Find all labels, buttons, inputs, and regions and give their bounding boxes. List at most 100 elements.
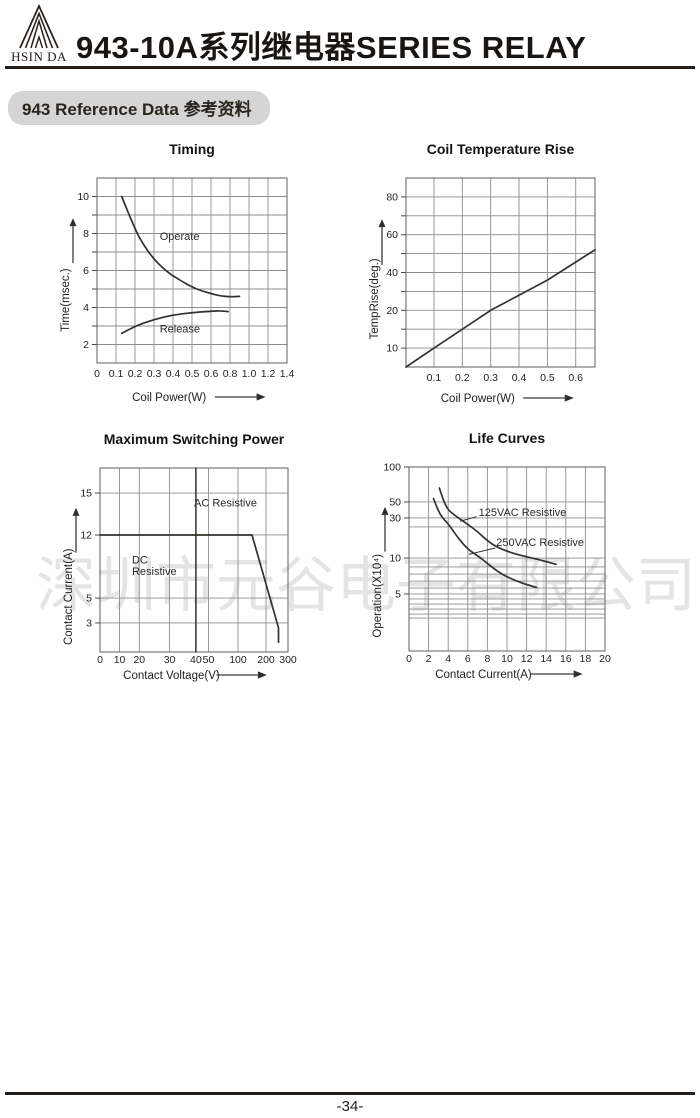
- 125vac-resistive-label: 125VAC Resistive: [479, 507, 567, 519]
- power-y-axis-label: Contact Current(A): [63, 548, 75, 645]
- timing-x-axis-label: Coil Power(W): [132, 392, 206, 404]
- svg-text:0.2: 0.2: [128, 368, 143, 380]
- svg-text:50: 50: [203, 654, 215, 666]
- svg-text:10: 10: [114, 654, 126, 666]
- svg-text:1.4: 1.4: [280, 368, 295, 380]
- life-x-axis-label: Contact Current(A): [435, 669, 532, 681]
- svg-text:0.3: 0.3: [483, 372, 498, 384]
- maximum-switching-power-chart-title: Maximum Switching Power: [103, 431, 285, 447]
- life-curves-chart: Life Curves 100 50 30 10 5 0 2 4 6 8 10 12 14 16 18 20 1…: [347, 430, 619, 718]
- watermark: 深圳市元谷电子有限公司: [36, 552, 696, 619]
- page-number: -34-: [336, 1098, 364, 1115]
- 125vac-resistive-curve: [438, 487, 557, 566]
- operate-curve: [120, 195, 241, 298]
- svg-text:6: 6: [465, 653, 471, 665]
- life-curves-chart-title: Life Curves: [468, 430, 546, 446]
- svg-text:10: 10: [501, 653, 513, 665]
- svg-text:0.3: 0.3: [147, 368, 162, 380]
- dc-resistive-label: DC Resistive: [132, 555, 177, 579]
- svg-text:0: 0: [94, 368, 100, 380]
- timing-chart-title: Timing: [169, 141, 215, 157]
- svg-text:18: 18: [580, 653, 592, 665]
- svg-text:60: 60: [386, 229, 398, 241]
- svg-text:0: 0: [406, 653, 412, 665]
- svg-text:3: 3: [86, 617, 92, 629]
- timing-chart: Timing 10 8 6 4 2 0 0.1 0.2 0.3 0.4 0.5 0.6 0.8 1.0 1.…: [35, 141, 301, 430]
- release-curve: [120, 310, 229, 335]
- svg-text:4: 4: [83, 302, 89, 314]
- footer-divider: [5, 1092, 695, 1095]
- x-axis-arrow-icon: [573, 670, 583, 678]
- svg-text:0.2: 0.2: [455, 372, 470, 384]
- svg-text:100: 100: [229, 654, 247, 666]
- 250vac-resistive-leader-line: [468, 547, 496, 555]
- svg-text:10: 10: [77, 191, 89, 203]
- section-badge: 943 Reference Data 参考资料: [8, 91, 270, 125]
- svg-text:12: 12: [521, 653, 533, 665]
- page-title: 943-10A系列继电器SERIES RELAY: [76, 30, 587, 65]
- svg-text:0.5: 0.5: [185, 368, 200, 380]
- timing-plot: 10 8 6 4 2 0 0.1 0.2 0.3 0.4 0.5 0.6 0.8 1.0 1.2 1.4 Ope…: [60, 177, 295, 404]
- svg-text:20: 20: [133, 654, 145, 666]
- svg-text:20: 20: [386, 305, 398, 317]
- y-axis-arrow-icon: [72, 507, 80, 516]
- svg-text:1.2: 1.2: [261, 368, 276, 380]
- svg-text:2: 2: [426, 653, 432, 665]
- x-axis-arrow-icon: [256, 393, 266, 401]
- y-axis-arrow-icon: [378, 219, 386, 228]
- svg-text:0.5: 0.5: [540, 372, 555, 384]
- life-y-axis-label: Operation(X10⁴): [372, 554, 384, 638]
- power-x-axis-label: Contact Voltage(V): [123, 670, 220, 682]
- svg-text:8: 8: [83, 228, 89, 240]
- hsinda-logo-mark: [19, 3, 59, 49]
- svg-text:2: 2: [83, 339, 89, 351]
- ac-resistive-label: AC Resistive: [194, 498, 257, 510]
- y-axis-arrow-icon: [381, 506, 389, 515]
- timing-y-axis-label: Time(msec.): [60, 268, 72, 332]
- release-label: Release: [160, 323, 200, 335]
- svg-text:80: 80: [386, 191, 398, 203]
- svg-text:0.6: 0.6: [204, 368, 219, 380]
- svg-text:8: 8: [484, 653, 490, 665]
- svg-text:0.1: 0.1: [427, 372, 442, 384]
- 250vac-resistive-label: 250VAC Resistive: [496, 537, 584, 549]
- 250vac-resistive-curve: [432, 497, 538, 589]
- svg-text:0: 0: [97, 654, 103, 666]
- coil-temperature-rise-chart: Coil Temperature Rise 80 60 40 20 10 0.1 0.2 0.…: [344, 141, 609, 434]
- svg-text:4: 4: [445, 653, 451, 665]
- temp-y-axis-label: TempRise(deg.): [369, 258, 381, 339]
- svg-text:50: 50: [389, 496, 401, 508]
- y-axis-arrow-icon: [69, 218, 77, 227]
- svg-text:0.1: 0.1: [109, 368, 124, 380]
- operate-label: Operate: [160, 231, 200, 243]
- svg-text:0.4: 0.4: [512, 372, 527, 384]
- x-axis-arrow-icon: [564, 394, 574, 402]
- x-axis-arrow-icon: [257, 671, 267, 679]
- svg-text:5: 5: [395, 588, 401, 600]
- ac-resistive-curve: [99, 534, 280, 644]
- temp-x-axis-label: Coil Power(W): [441, 393, 515, 405]
- svg-text:0.8: 0.8: [223, 368, 238, 380]
- svg-text:300: 300: [279, 654, 297, 666]
- svg-text:30: 30: [389, 512, 401, 524]
- svg-text:10: 10: [386, 343, 398, 355]
- svg-text:5: 5: [86, 593, 92, 605]
- svg-text:1.0: 1.0: [242, 368, 257, 380]
- svg-text:30: 30: [164, 654, 176, 666]
- 125vac-resistive-leader-line: [459, 516, 477, 522]
- svg-text:40: 40: [190, 654, 202, 666]
- coil-temperature-rise-chart-title: Coil Temperature Rise: [426, 141, 575, 157]
- logo-text: HSIN DA: [11, 49, 67, 64]
- svg-text:14: 14: [540, 653, 552, 665]
- svg-text:16: 16: [560, 653, 572, 665]
- svg-text:6: 6: [83, 265, 89, 277]
- svg-text:40: 40: [386, 267, 398, 279]
- svg-text:15: 15: [80, 488, 92, 500]
- temperature-rise-curve: [405, 248, 596, 368]
- svg-text:0.6: 0.6: [568, 372, 583, 384]
- hsinda-logo: HSIN DA: [9, 3, 69, 65]
- svg-text:100: 100: [383, 462, 401, 474]
